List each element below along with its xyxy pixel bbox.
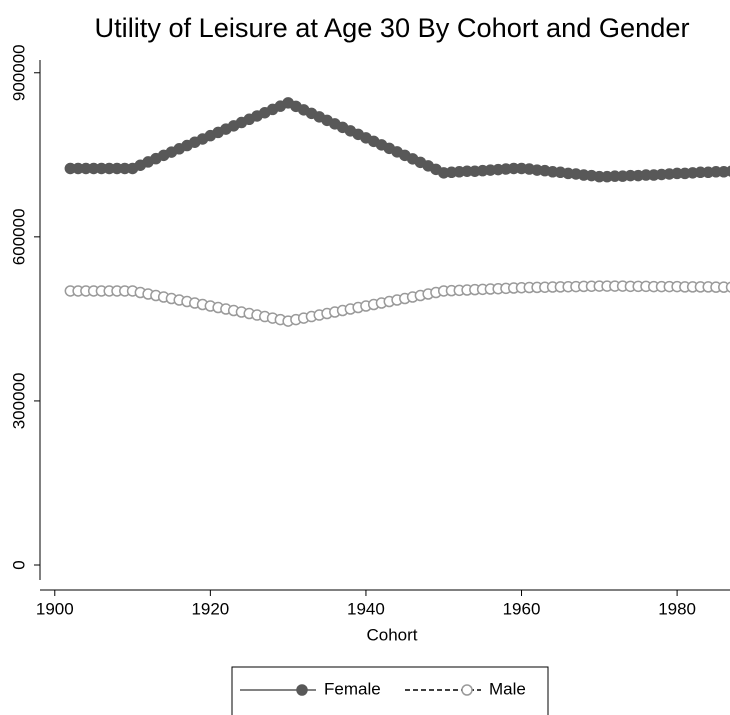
- x-axis-label: Cohort: [366, 625, 417, 644]
- legend-marker: [461, 684, 473, 696]
- x-tick-label: 1900: [36, 599, 74, 618]
- y-tick-label: 300000: [9, 373, 28, 430]
- legend-box: [231, 666, 549, 715]
- x-tick-label: 1960: [503, 599, 541, 618]
- legend-label: Female: [324, 679, 381, 698]
- y-tick-label: 900000: [9, 44, 28, 101]
- y-tick-label: 600000: [9, 208, 28, 265]
- x-tick-label: 1940: [347, 599, 385, 618]
- legend-label: Male: [489, 679, 526, 698]
- marker: [725, 281, 730, 293]
- x-tick-label: 1980: [658, 599, 696, 618]
- y-tick-label: 0: [9, 560, 28, 569]
- chart-title: Utility of Leisure at Age 30 By Cohort a…: [95, 13, 690, 43]
- x-tick-label: 1920: [191, 599, 229, 618]
- marker: [725, 165, 730, 177]
- legend-marker: [296, 684, 308, 696]
